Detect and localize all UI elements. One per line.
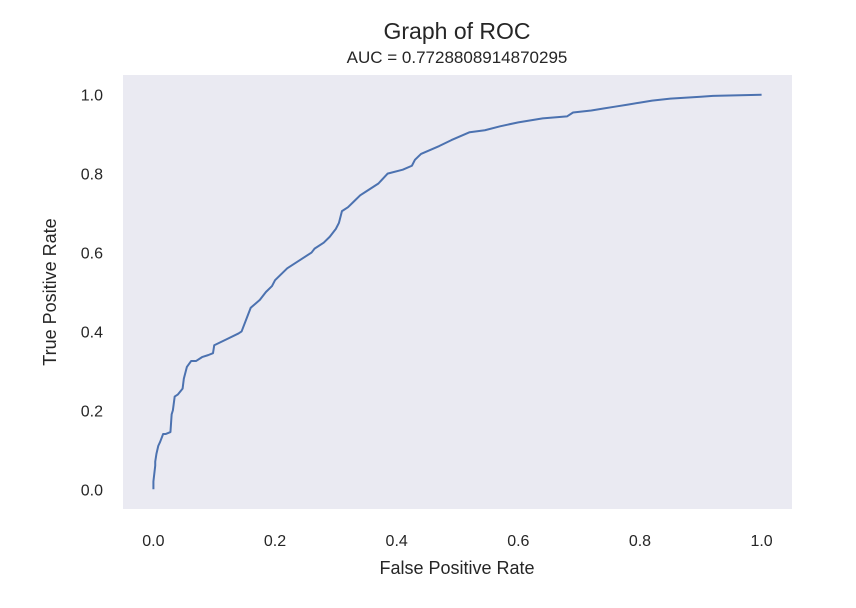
x-tick-label: 1.0	[750, 533, 772, 550]
x-tick-label: 0.8	[629, 533, 651, 550]
x-tick-label: 0.4	[386, 533, 408, 550]
x-axis-label: False Positive Rate	[379, 558, 534, 578]
plot-area	[123, 75, 792, 509]
x-tick-label: 0.0	[142, 533, 164, 550]
x-tick-label: 0.2	[264, 533, 286, 550]
y-tick-label: 0.2	[81, 403, 103, 420]
y-tick-label: 0.6	[81, 246, 103, 263]
y-axis-label: True Positive Rate	[40, 218, 60, 365]
y-tick-label: 0.0	[81, 482, 103, 499]
x-tick-label: 0.6	[507, 533, 529, 550]
chart-subtitle: AUC = 0.7728808914870295	[347, 48, 568, 67]
roc-curve-line	[152, 93, 762, 490]
y-tick-labels: 0.0 0.2 0.4 0.6 0.8 1.0	[81, 88, 103, 500]
x-tick-labels: 0.0 0.2 0.4 0.6 0.8 1.0	[142, 533, 773, 550]
y-tick-label: 0.8	[81, 167, 103, 184]
y-tick-label: 0.4	[81, 324, 103, 341]
chart-title: Graph of ROC	[384, 18, 531, 44]
y-tick-label: 1.0	[81, 88, 103, 105]
